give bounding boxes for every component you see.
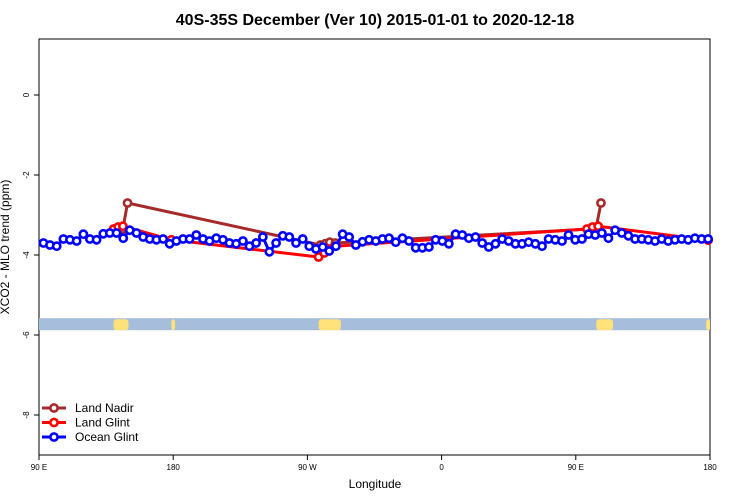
legend-swatch-marker bbox=[49, 417, 59, 428]
chart-title: 40S-35S December (Ver 10) 2015-01-01 to … bbox=[176, 12, 575, 29]
legend-item-1: Land Glint bbox=[42, 416, 130, 430]
legend-item-0: Land Nadir bbox=[42, 401, 134, 415]
data-point bbox=[596, 228, 607, 238]
data-point bbox=[470, 232, 481, 242]
x-tick-label-5: 180 bbox=[703, 463, 717, 472]
data-point bbox=[537, 241, 547, 252]
data-point bbox=[324, 246, 335, 256]
legend-label: Ocean Glint bbox=[75, 430, 139, 444]
data-point bbox=[384, 233, 394, 244]
data-point bbox=[51, 241, 62, 252]
data-point bbox=[111, 228, 122, 238]
legend-item-2: Ocean Glint bbox=[42, 430, 139, 444]
x-tick-label-0: 90 E bbox=[31, 463, 47, 472]
data-point bbox=[131, 228, 142, 238]
y-tick-label-0: 0 bbox=[22, 92, 31, 97]
data-point bbox=[158, 234, 169, 244]
y-axis-label: XCO2 - MLO trend (ppm) bbox=[0, 180, 12, 315]
series-ocean-glint bbox=[38, 225, 714, 257]
series-layer bbox=[38, 198, 714, 262]
land-patch-2 bbox=[318, 319, 341, 331]
legend-swatch-marker bbox=[49, 432, 59, 442]
land-ocean-band bbox=[39, 318, 710, 331]
data-point bbox=[404, 236, 414, 246]
legend-label: Land Nadir bbox=[75, 401, 134, 415]
land-patch-3 bbox=[596, 319, 614, 331]
x-axis: 90 E 180 90 W 0 90 E 180 bbox=[31, 455, 717, 472]
y-tick-label-4: -8 bbox=[22, 411, 31, 419]
data-point bbox=[122, 198, 133, 208]
data-point bbox=[184, 234, 195, 244]
data-point bbox=[703, 234, 714, 244]
data-point bbox=[251, 238, 262, 248]
plot-frame bbox=[38, 38, 711, 456]
land-patch-0 bbox=[113, 319, 129, 331]
data-point bbox=[424, 242, 434, 252]
ocean-strip bbox=[39, 318, 710, 331]
data-point bbox=[271, 238, 281, 248]
data-point bbox=[297, 234, 308, 244]
data-point bbox=[238, 236, 248, 246]
legend-label: Land Glint bbox=[75, 416, 130, 430]
x-tick-label-4: 90 E bbox=[568, 463, 584, 472]
y-axis: 0 -2 -4 -6 -8 bbox=[22, 92, 39, 419]
data-point bbox=[117, 221, 128, 232]
data-point bbox=[577, 234, 587, 244]
land-patch-1 bbox=[171, 319, 176, 331]
data-point bbox=[317, 242, 328, 252]
x-tick-label-3: 0 bbox=[439, 463, 444, 472]
data-point bbox=[78, 229, 89, 240]
data-point bbox=[284, 232, 295, 242]
data-point bbox=[331, 241, 341, 252]
legend-swatch-marker bbox=[49, 403, 59, 413]
x-tick-label-2: 90 W bbox=[298, 463, 317, 472]
data-point bbox=[390, 237, 401, 248]
data-point bbox=[118, 233, 129, 244]
data-point bbox=[257, 232, 268, 242]
data-point bbox=[71, 236, 82, 246]
data-point bbox=[264, 246, 275, 257]
y-tick-label-2: -4 bbox=[22, 251, 31, 259]
data-point bbox=[563, 230, 574, 240]
data-point bbox=[603, 233, 614, 244]
data-point bbox=[477, 238, 488, 248]
data-point bbox=[91, 234, 102, 245]
data-point bbox=[443, 238, 454, 249]
data-point bbox=[291, 238, 301, 248]
data-point bbox=[596, 198, 606, 208]
y-tick-label-3: -6 bbox=[22, 331, 31, 339]
x-tick-label-1: 180 bbox=[167, 463, 181, 472]
data-point bbox=[593, 221, 604, 232]
land-patch-4 bbox=[706, 319, 710, 331]
x-axis-label: Longitude bbox=[349, 477, 402, 491]
data-point bbox=[191, 230, 202, 240]
y-tick-label-1: -2 bbox=[22, 171, 31, 179]
data-point bbox=[490, 238, 501, 249]
data-point bbox=[557, 236, 567, 246]
data-point bbox=[344, 232, 355, 242]
